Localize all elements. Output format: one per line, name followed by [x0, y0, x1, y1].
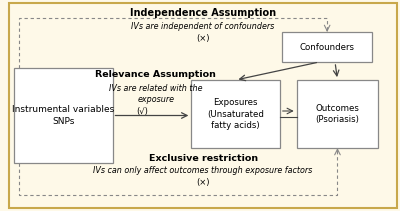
Text: (×): (×): [196, 178, 210, 187]
Text: (√): (√): [136, 107, 148, 116]
Bar: [191, 80, 280, 148]
Text: IVs are independent of confounders: IVs are independent of confounders: [132, 22, 275, 31]
Bar: [282, 32, 372, 62]
Text: IVs are related with the: IVs are related with the: [109, 84, 202, 93]
Bar: [297, 80, 378, 148]
Text: IVs can only affect outcomes through exposure factors: IVs can only affect outcomes through exp…: [94, 166, 313, 175]
Text: Exclusive restriction: Exclusive restriction: [148, 154, 258, 163]
Text: Exposures
(Unsaturated
fatty acids): Exposures (Unsaturated fatty acids): [207, 98, 264, 130]
Bar: [14, 68, 112, 163]
Text: Independence Assumption: Independence Assumption: [130, 8, 276, 18]
Text: Confounders: Confounders: [300, 42, 355, 51]
Text: Instrumental variables
SNPs: Instrumental variables SNPs: [12, 105, 114, 126]
Text: (×): (×): [196, 34, 210, 43]
Text: Outcomes
(Psoriasis): Outcomes (Psoriasis): [316, 104, 360, 124]
Text: Relevance Assumption: Relevance Assumption: [95, 70, 216, 79]
Text: exposure: exposure: [137, 95, 174, 104]
